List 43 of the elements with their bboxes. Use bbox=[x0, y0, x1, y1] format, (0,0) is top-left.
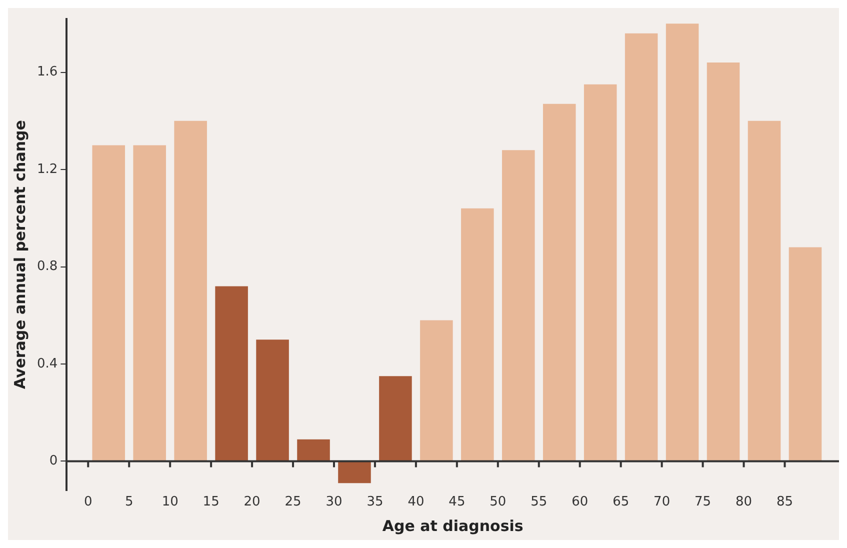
x-tick-label: 70 bbox=[654, 494, 670, 510]
y-tick-label: 1.6 bbox=[36, 64, 58, 80]
bar bbox=[706, 62, 740, 461]
bar bbox=[624, 33, 658, 461]
bar bbox=[133, 145, 166, 461]
bar bbox=[174, 120, 207, 461]
x-axis-title: Age at diagnosis bbox=[382, 516, 524, 535]
bar bbox=[748, 120, 781, 461]
bar bbox=[379, 376, 412, 461]
x-tick-label: 35 bbox=[366, 494, 384, 510]
x-tick-label: 25 bbox=[284, 494, 302, 510]
x-tick-label: 30 bbox=[326, 494, 342, 510]
x-tick-label: 45 bbox=[448, 494, 466, 510]
y-axis-title: Average annual percent change bbox=[10, 120, 29, 390]
bar bbox=[297, 439, 330, 461]
x-tick-label: 10 bbox=[162, 494, 178, 510]
x-tick-label: 5 bbox=[124, 494, 134, 510]
x-tick-label: 20 bbox=[244, 494, 260, 510]
y-tick-label: 0 bbox=[49, 454, 58, 469]
bar bbox=[338, 462, 371, 484]
x-tick-label: 0 bbox=[84, 494, 92, 510]
bar bbox=[666, 24, 699, 461]
x-tick-label: 50 bbox=[490, 494, 506, 510]
bar bbox=[420, 320, 453, 461]
x-tick-label: 80 bbox=[736, 494, 752, 510]
bar bbox=[256, 340, 289, 461]
y-tick-label: 0.8 bbox=[36, 259, 58, 274]
x-tick-label: 85 bbox=[776, 494, 794, 510]
y-tick-label: 0.4 bbox=[36, 356, 58, 372]
x-tick-label: 40 bbox=[408, 494, 424, 510]
x-tick-label: 55 bbox=[530, 494, 548, 510]
bar bbox=[92, 145, 126, 461]
bar bbox=[584, 84, 617, 461]
bar bbox=[215, 286, 248, 461]
bar bbox=[502, 150, 535, 461]
x-tick-label: 65 bbox=[612, 494, 630, 510]
bar bbox=[542, 104, 576, 461]
bar bbox=[788, 247, 822, 461]
x-tick-label: 75 bbox=[694, 494, 712, 510]
bar bbox=[461, 208, 494, 461]
y-tick-label: 1.2 bbox=[36, 162, 58, 177]
x-tick-label: 15 bbox=[202, 494, 220, 510]
x-tick-label: 60 bbox=[572, 494, 588, 510]
